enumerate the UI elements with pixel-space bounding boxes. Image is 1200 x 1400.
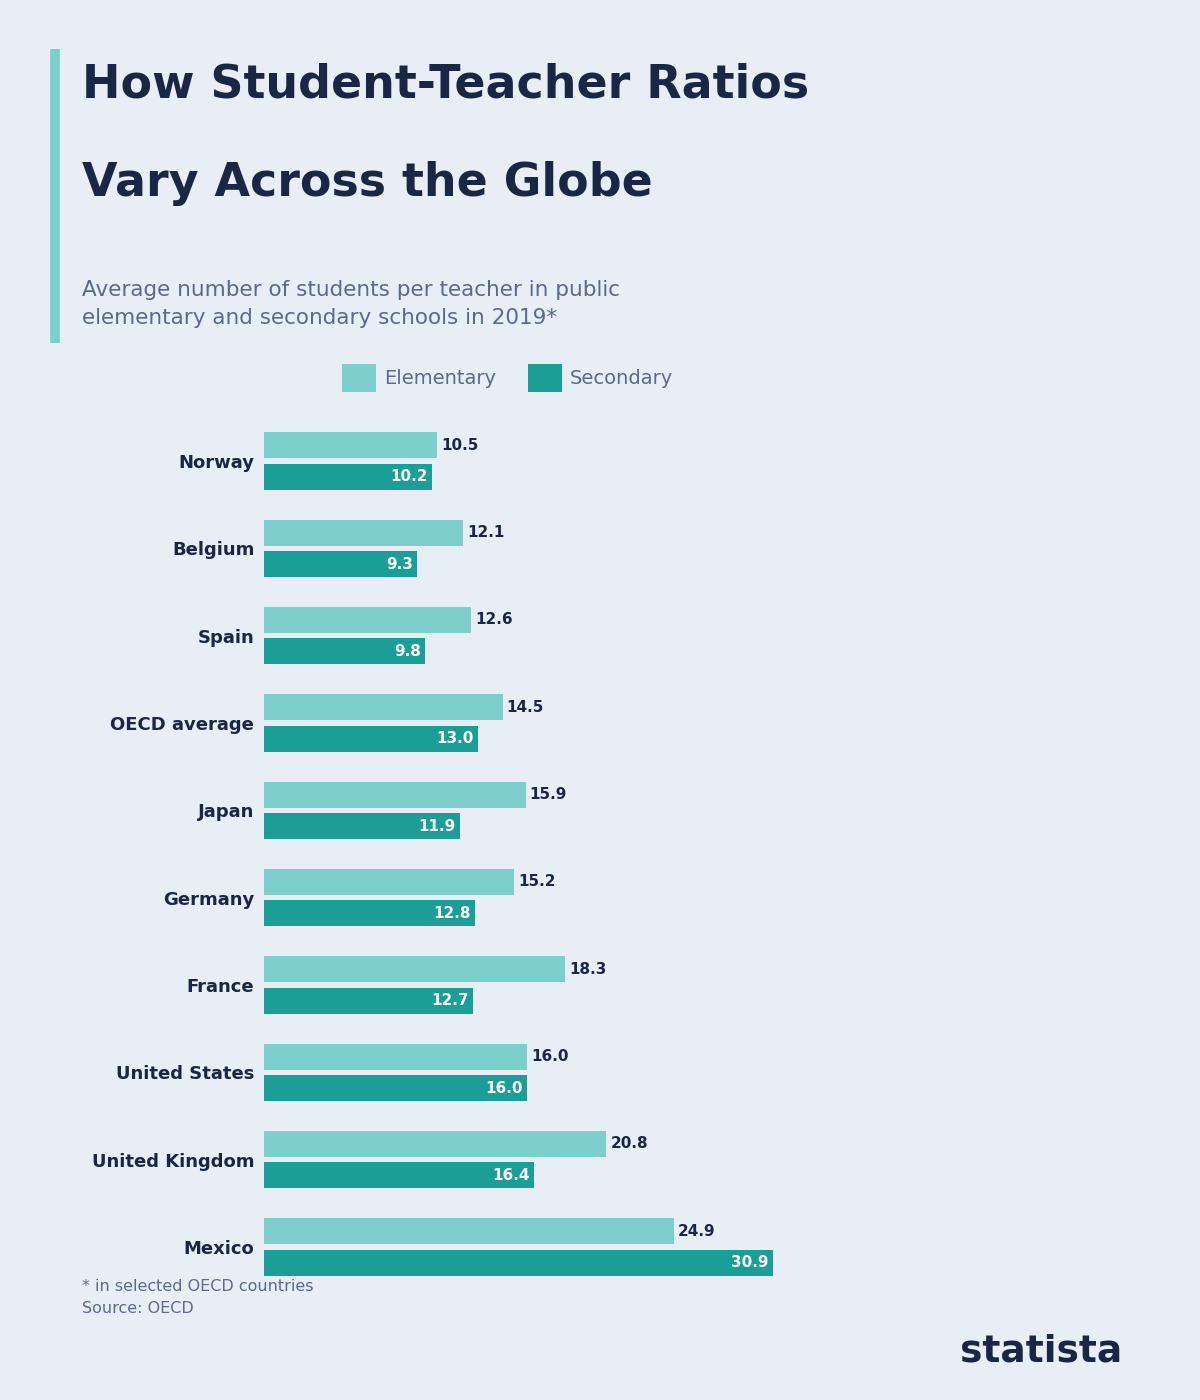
Text: 20.8: 20.8	[611, 1137, 648, 1151]
Bar	[264, 1131, 606, 1156]
Text: Vary Across the Globe: Vary Across the Globe	[82, 161, 653, 206]
Text: 12.1: 12.1	[467, 525, 505, 540]
Text: * in selected OECD countries
Source: OECD: * in selected OECD countries Source: OEC…	[82, 1278, 313, 1316]
Bar	[264, 900, 475, 927]
Bar	[264, 869, 514, 895]
Bar	[264, 725, 478, 752]
Text: 14.5: 14.5	[506, 700, 544, 715]
Text: 16.0: 16.0	[532, 1049, 569, 1064]
Bar	[264, 781, 526, 808]
Text: 15.2: 15.2	[518, 875, 556, 889]
Bar	[264, 638, 425, 665]
Text: 12.6: 12.6	[475, 612, 514, 627]
Text: 12.8: 12.8	[433, 906, 470, 921]
Text: Average number of students per teacher in public
elementary and secondary school: Average number of students per teacher i…	[82, 280, 619, 328]
Text: 10.5: 10.5	[440, 438, 479, 452]
Bar	[264, 606, 472, 633]
Bar	[264, 956, 565, 983]
Text: 15.9: 15.9	[529, 787, 568, 802]
Bar	[264, 552, 418, 577]
Text: 13.0: 13.0	[437, 731, 474, 746]
Bar	[264, 1218, 673, 1245]
Text: 9.3: 9.3	[386, 557, 413, 571]
Text: 24.9: 24.9	[678, 1224, 715, 1239]
Bar	[264, 813, 460, 839]
Bar	[264, 987, 473, 1014]
Bar	[264, 1250, 773, 1275]
Text: 30.9: 30.9	[731, 1256, 768, 1270]
Text: 16.0: 16.0	[486, 1081, 523, 1096]
Text: 18.3: 18.3	[569, 962, 607, 977]
Bar	[264, 519, 463, 546]
Bar	[264, 1075, 527, 1102]
Text: 10.2: 10.2	[390, 469, 427, 484]
Bar	[264, 463, 432, 490]
Text: Secondary: Secondary	[570, 368, 673, 388]
Text: 9.8: 9.8	[395, 644, 421, 659]
Text: 12.7: 12.7	[431, 993, 469, 1008]
Text: Elementary: Elementary	[384, 368, 496, 388]
Text: How Student-Teacher Ratios: How Student-Teacher Ratios	[82, 63, 809, 108]
Bar	[264, 1162, 534, 1189]
Text: 16.4: 16.4	[492, 1168, 529, 1183]
Bar	[264, 433, 437, 458]
Text: 11.9: 11.9	[419, 819, 456, 833]
Bar	[264, 694, 503, 721]
Bar	[264, 1043, 527, 1070]
Text: statista: statista	[960, 1333, 1122, 1369]
